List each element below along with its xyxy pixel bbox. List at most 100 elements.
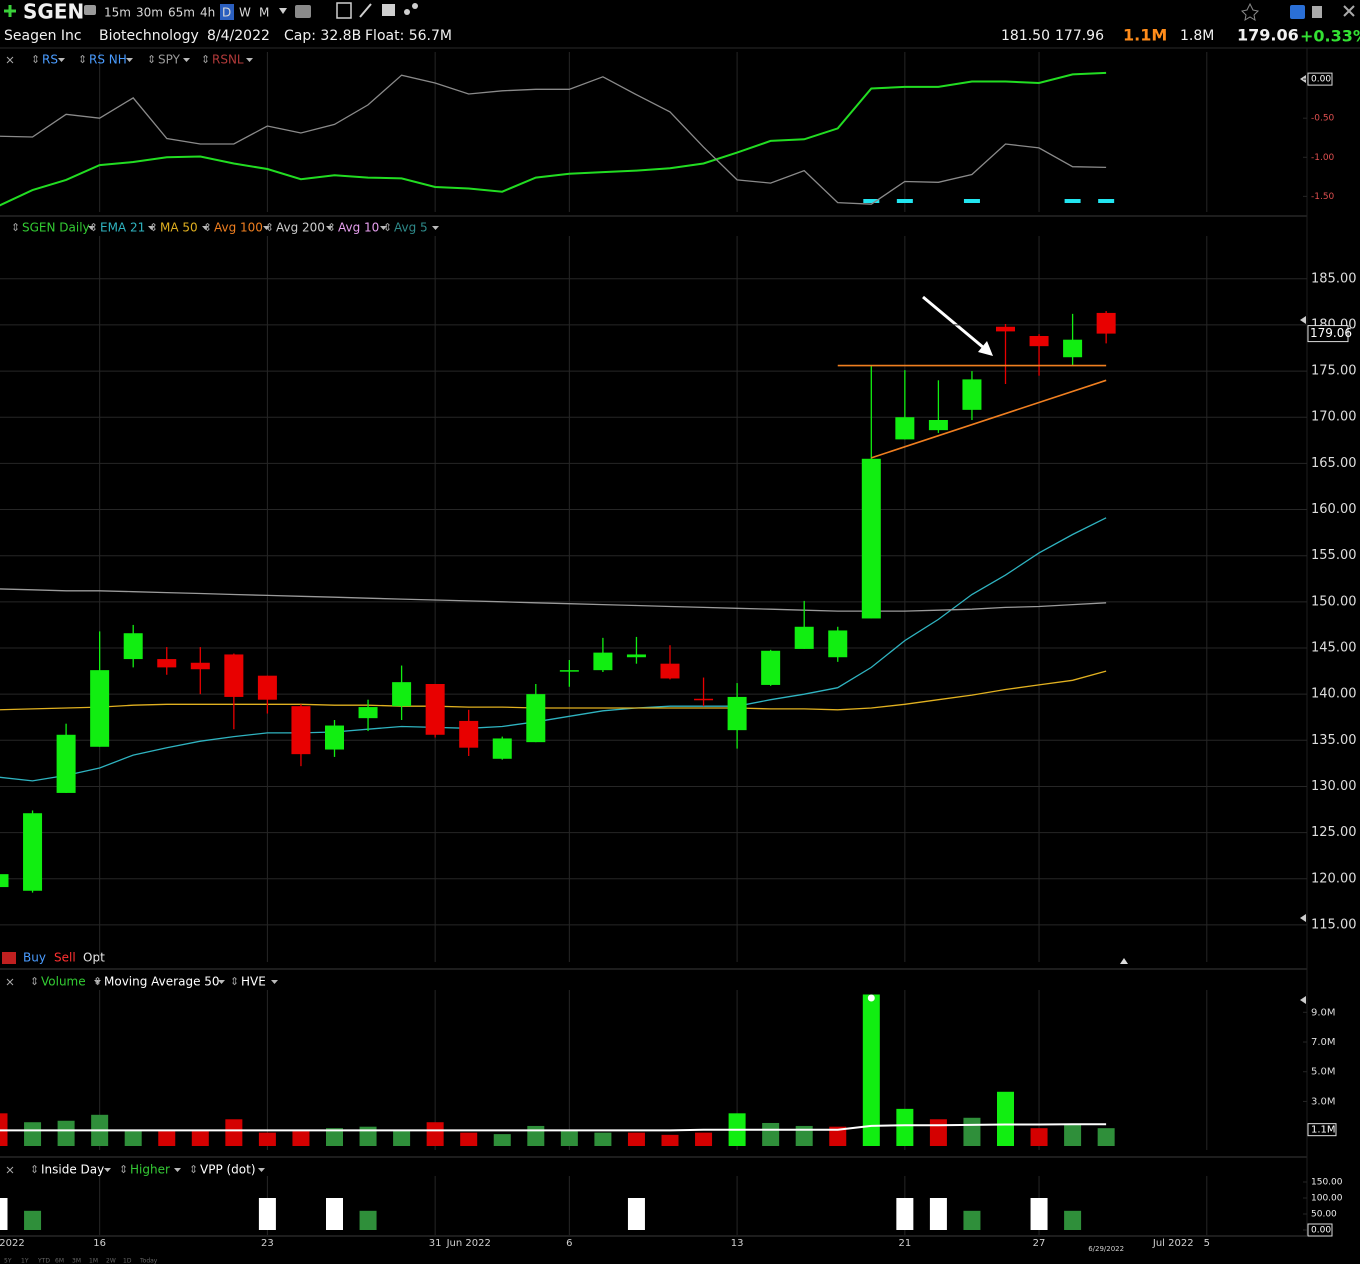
y-tick-label: 155.00: [1311, 548, 1357, 563]
y-tick-label: 5.0M: [1311, 1067, 1336, 1078]
legend-dropdown[interactable]: [148, 226, 155, 230]
new-high-marker: [1064, 199, 1081, 203]
legend-dropdown[interactable]: [246, 58, 253, 62]
trade-icon[interactable]: [2, 952, 16, 964]
legend-dropdown[interactable]: [202, 226, 209, 230]
legend-item[interactable]: Higher: [130, 1163, 170, 1177]
legend-item[interactable]: Inside Day: [41, 1163, 104, 1177]
range-button[interactable]: 5Y: [4, 1258, 12, 1264]
legend-dropdown[interactable]: [380, 226, 387, 230]
range-button[interactable]: 1D: [123, 1258, 132, 1264]
legend-item[interactable]: Avg 10: [338, 221, 379, 235]
icon[interactable]: [359, 3, 372, 18]
close-icon[interactable]: [6, 978, 14, 986]
options-button[interactable]: Opt: [83, 951, 105, 965]
bar: [627, 1198, 645, 1230]
legend-item[interactable]: Avg 100: [214, 221, 263, 235]
legend-item[interactable]: RS NH: [89, 53, 127, 67]
new-high-marker: [863, 199, 880, 203]
vpp-dot: [867, 994, 875, 1002]
icon[interactable]: [1312, 6, 1322, 18]
bar: [627, 1132, 645, 1146]
legend-updown: ⇕: [89, 221, 98, 234]
range-button[interactable]: 6M: [55, 1258, 64, 1264]
legend-dropdown[interactable]: [183, 58, 190, 62]
legend-dropdown[interactable]: [104, 1168, 111, 1172]
bar: [695, 1132, 713, 1146]
legend-dropdown[interactable]: [218, 980, 225, 984]
range-button[interactable]: 1Y: [21, 1258, 29, 1264]
legend-item[interactable]: EMA 21: [100, 221, 145, 235]
legend-item[interactable]: Avg 200: [276, 221, 325, 235]
bar: [929, 1119, 947, 1146]
legend-item[interactable]: Avg 5: [394, 221, 428, 235]
legend-dropdown[interactable]: [263, 226, 270, 230]
close-icon[interactable]: [6, 56, 14, 64]
legend-item[interactable]: RS: [42, 53, 58, 67]
timeframe-button[interactable]: D: [222, 6, 231, 20]
legend-updown: ⇕: [189, 1163, 198, 1176]
legend-item[interactable]: SGEN Daily: [22, 221, 90, 235]
legend-item[interactable]: HVE: [241, 975, 266, 989]
y-tick-label: 165.00: [1311, 456, 1357, 471]
legend-item[interactable]: SPY: [158, 53, 181, 67]
x-tick-label: 27: [1033, 1238, 1046, 1249]
icon[interactable]: [295, 5, 311, 18]
icon[interactable]: [84, 5, 96, 15]
legend-dropdown[interactable]: [58, 58, 65, 62]
legend-dropdown[interactable]: [94, 980, 101, 984]
timeframe-button[interactable]: 4h: [200, 6, 215, 20]
timeframe-button[interactable]: M: [259, 6, 269, 20]
icon[interactable]: [336, 2, 352, 19]
active-timeframe[interactable]: [220, 4, 234, 20]
legend-dropdown[interactable]: [432, 226, 439, 230]
timeframe-button[interactable]: 15m: [104, 6, 131, 20]
float: Float: 56.7M: [365, 28, 452, 44]
range-button[interactable]: Today: [139, 1258, 158, 1264]
date: 8/4/2022: [207, 28, 270, 44]
icon[interactable]: [412, 3, 418, 9]
legend-dropdown[interactable]: [88, 226, 95, 230]
legend-dropdown[interactable]: [258, 1168, 265, 1172]
bar: [1030, 1198, 1048, 1230]
legend-dropdown[interactable]: [126, 58, 133, 62]
icon[interactable]: [404, 9, 410, 15]
series-line: [0, 588, 1107, 612]
volume: 1.1M: [1123, 26, 1167, 45]
legend-dropdown[interactable]: [271, 980, 278, 984]
y-tick-label: -0.50: [1311, 114, 1335, 124]
sell-button[interactable]: Sell: [54, 951, 76, 965]
icon[interactable]: [1290, 5, 1305, 19]
dropdown-icon[interactable]: [279, 8, 287, 14]
legend-item[interactable]: MA 50: [160, 221, 198, 235]
legend-dropdown[interactable]: [174, 1168, 181, 1172]
close-icon[interactable]: [6, 1166, 14, 1174]
collapse-icon[interactable]: [1120, 958, 1128, 964]
close-icon[interactable]: [1343, 5, 1355, 17]
candle-body: [828, 630, 848, 658]
range-button[interactable]: YTD: [37, 1258, 50, 1264]
y-tick-label: 0.00: [1311, 1226, 1331, 1236]
last-volume-label: 1.1M: [1311, 1125, 1336, 1136]
range-button[interactable]: 1M: [89, 1258, 98, 1264]
legend-item[interactable]: Moving Average 50: [104, 975, 220, 989]
timeframe-button[interactable]: 30m: [136, 6, 163, 20]
y-tick-box: [1307, 1223, 1333, 1237]
legend-dropdown[interactable]: [326, 226, 333, 230]
buy-button[interactable]: Buy: [23, 951, 46, 965]
legend-updown: ⇕: [149, 221, 158, 234]
candle-body: [358, 707, 378, 719]
legend-item[interactable]: RSNL: [212, 53, 244, 67]
legend-item[interactable]: VPP (dot): [200, 1163, 256, 1177]
company: Seagen Inc: [4, 28, 82, 44]
timeframe-button[interactable]: W: [239, 6, 251, 20]
timeframe-button[interactable]: 65m: [168, 6, 195, 20]
range-button[interactable]: 2W: [106, 1258, 116, 1264]
add-icon[interactable]: [4, 5, 16, 17]
icon[interactable]: [382, 4, 395, 16]
x-tick-label: 21: [898, 1238, 911, 1249]
star-icon[interactable]: [1240, 2, 1260, 22]
range-button[interactable]: 3M: [72, 1258, 81, 1264]
legend-item[interactable]: Volume: [41, 975, 86, 989]
candle-body: [626, 654, 646, 658]
